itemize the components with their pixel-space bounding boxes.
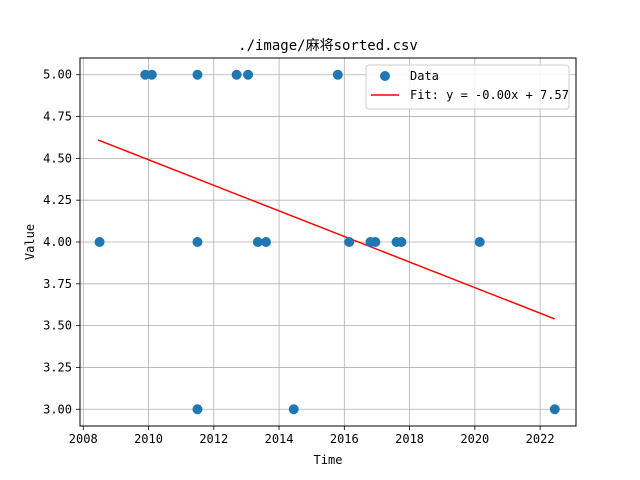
y-tick-label: 3.00 [43,402,72,416]
data-point [474,237,485,247]
x-tick-label: 2010 [134,432,163,446]
chart-title: ./image/麻将sorted.csv [238,38,418,54]
y-tick-label: 3.75 [43,277,72,291]
y-tick-label: 4.25 [43,193,72,207]
x-tick-label: 2016 [330,432,359,446]
y-axis-label: Value [23,224,37,260]
data-point [94,237,105,247]
fit-line-layer [97,139,556,320]
y-tick-label: 3.50 [43,319,72,333]
x-tick-label: 2012 [199,432,228,446]
data-point [192,404,203,415]
fit-line [97,139,556,320]
data-point [252,237,263,247]
legend-box [365,64,570,110]
data-point [370,237,381,247]
data-point [549,404,560,415]
x-tick-label: 2014 [265,432,294,446]
x-tick-label: 2022 [526,432,555,446]
data-point [396,237,407,247]
data-point [231,69,242,80]
y-tick-label: 4.75 [43,110,72,124]
y-tick-label: 4.00 [43,235,72,249]
data-point [288,404,299,415]
data-point [243,69,254,80]
legend: Data Fit: y = -0.00x + 7.57 [365,64,570,110]
x-tick-label: 2018 [395,432,424,446]
x-ticks: 2008 2010 2012 2014 2016 2018 2020 2022 [69,426,555,446]
data-point [146,69,157,80]
data-point [332,69,343,80]
legend-data-marker [380,71,390,81]
x-tick-label: 2020 [460,432,489,446]
x-axis-label: Time [314,453,343,467]
data-point [344,237,355,247]
data-points-layer [94,69,560,415]
data-point [261,237,271,247]
grid [80,58,576,426]
data-point [192,237,203,247]
y-tick-label: 4.50 [43,151,72,165]
y-tick-label: 5.00 [43,68,72,82]
y-ticks: 3.00 3.25 3.50 3.75 4.00 4.25 4.50 4.75 5.00 [43,68,80,416]
y-tick-label: 3.25 [43,360,72,374]
data-point [192,69,203,80]
legend-data-label: Data [410,69,439,83]
legend-fit-label: Fit: y = -0.00x + 7.57 [410,88,569,102]
x-tick-label: 2008 [69,432,98,446]
